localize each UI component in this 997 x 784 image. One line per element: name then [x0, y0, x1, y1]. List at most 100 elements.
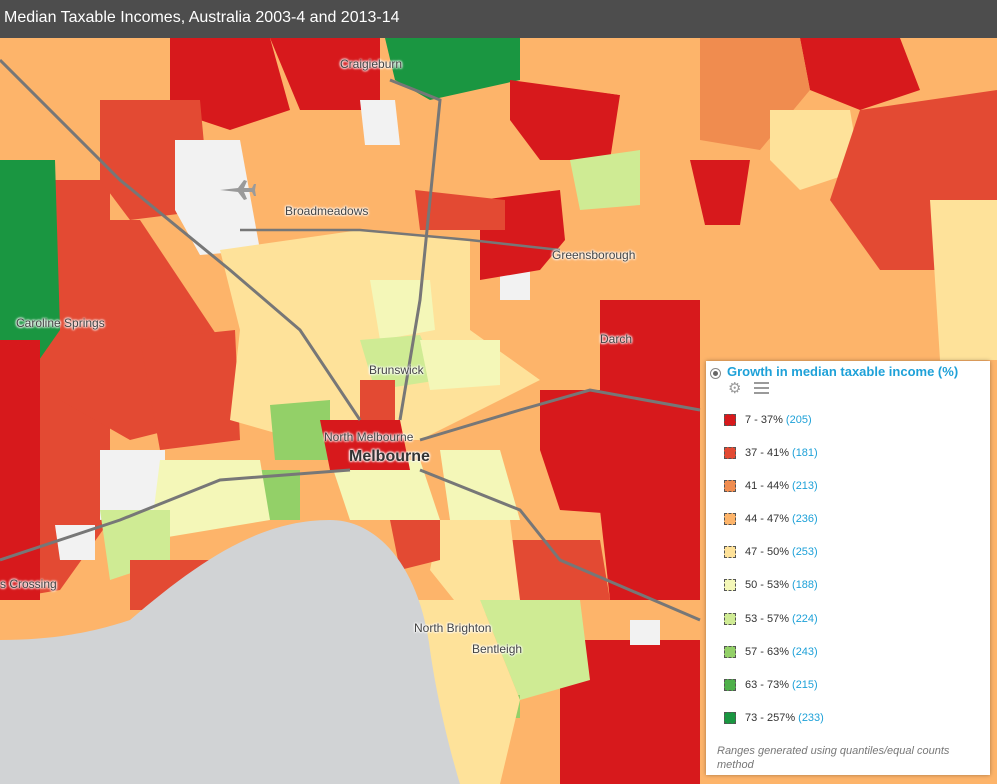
legend-item[interactable]: 73 - 257% (233): [724, 711, 824, 745]
legend-item[interactable]: 53 - 57% (224): [724, 612, 824, 646]
region-altona[interactable]: [150, 460, 270, 540]
region-brunswick[interactable]: [360, 335, 440, 390]
region-blank-southwest[interactable]: [55, 525, 95, 560]
legend-range: 44 - 47%: [745, 513, 790, 526]
region-east-2[interactable]: [600, 510, 700, 600]
list-icon[interactable]: [754, 382, 769, 394]
region-st-kilda[interactable]: [430, 520, 520, 620]
place-broadmeadows: Broadmeadows: [285, 204, 369, 218]
legend-count[interactable]: (181): [792, 447, 818, 460]
place-brunswick: Brunswick: [369, 363, 424, 377]
legend-range: 53 - 57%: [745, 612, 790, 625]
legend-range: 50 - 53%: [745, 579, 790, 592]
region-north-2[interactable]: [510, 80, 620, 160]
region-northeast-3[interactable]: [770, 110, 860, 190]
place-hoppers-crossing: s Crossing: [0, 577, 57, 591]
legend-count[interactable]: (243): [792, 645, 818, 658]
road-eastern: [419, 388, 701, 442]
legend-range: 47 - 50%: [745, 546, 790, 559]
region-airport[interactable]: [175, 140, 260, 255]
region-blank-west[interactable]: [100, 450, 165, 520]
legend-item[interactable]: 37 - 41% (181): [724, 447, 824, 480]
legend-swatch: [724, 612, 736, 625]
legend-swatch: [724, 447, 736, 460]
legend-list: 7 - 37% (205) 37 - 41% (181) 41 - 44% (213)…: [724, 414, 824, 745]
port-phillip-bay: [0, 520, 460, 784]
region-southeast-1[interactable]: [560, 640, 700, 784]
legend-range: 73 - 257%: [745, 711, 796, 724]
road-north: [389, 78, 442, 421]
region-brunswick-east[interactable]: [370, 280, 435, 340]
legend-panel: Growth in median taxable income (%) ⚙ 7 …: [706, 361, 990, 775]
region-north-4[interactable]: [415, 190, 505, 230]
region-footscray[interactable]: [270, 400, 330, 460]
region-red-southwest[interactable]: [0, 340, 40, 600]
legend-title[interactable]: Growth in median taxable income (%): [727, 364, 959, 379]
road-west: [0, 58, 362, 421]
region-port-melbourne[interactable]: [330, 460, 440, 520]
road-monash: [419, 468, 701, 622]
legend-swatch: [724, 711, 736, 724]
legend-range: 57 - 63%: [745, 645, 790, 658]
legend-range: 7 - 37%: [745, 414, 783, 426]
region-north-melbourne[interactable]: [360, 380, 395, 420]
legend-note: Ranges generated using quantiles/equal c…: [717, 745, 950, 771]
legend-swatch: [724, 579, 736, 592]
region-green-north[interactable]: [385, 38, 520, 100]
place-greensborough: Greensborough: [552, 248, 636, 262]
legend-swatch: [724, 414, 736, 426]
region-northeast-1[interactable]: [800, 38, 920, 110]
place-caroline-springs: Caroline Springs: [16, 316, 105, 330]
legend-item[interactable]: 44 - 47% (236): [724, 513, 824, 546]
legend-count[interactable]: (205): [785, 414, 812, 426]
legend-item[interactable]: 57 - 63% (243): [724, 645, 824, 679]
region-craigieburn[interactable]: [270, 38, 380, 110]
region-blank-north[interactable]: [360, 100, 400, 145]
legend-swatch: [724, 645, 736, 658]
road-ring: [240, 228, 561, 252]
place-melbourne: Melbourne: [349, 448, 430, 465]
legend-range: 63 - 73%: [745, 678, 790, 691]
legend-count[interactable]: (233): [798, 711, 824, 724]
legend-item[interactable]: 7 - 37% (205): [724, 414, 824, 447]
place-bentleigh: Bentleigh: [472, 642, 523, 656]
gear-icon[interactable]: ⚙: [728, 380, 742, 397]
legend-count[interactable]: (224): [792, 612, 818, 625]
page-title: Median Taxable Incomes, Australia 2003-4…: [0, 0, 997, 38]
region-elwood[interactable]: [390, 520, 440, 570]
legend-item[interactable]: 63 - 73% (215): [724, 678, 824, 712]
region-west-3[interactable]: [140, 330, 240, 450]
region-northcote[interactable]: [420, 340, 500, 390]
legend-swatch: [724, 513, 736, 526]
legend-swatch: [724, 546, 736, 559]
region-blank-southeast[interactable]: [630, 620, 660, 645]
airport-icon: [220, 180, 256, 200]
legend-range: 41 - 44%: [745, 480, 790, 493]
region-bentleigh[interactable]: [480, 600, 590, 700]
place-north-melbourne: North Melbourne: [324, 430, 414, 444]
region-southeast-2[interactable]: [500, 540, 610, 600]
legend-count[interactable]: (188): [792, 579, 818, 592]
region-green-west[interactable]: [0, 160, 60, 380]
region-north-3[interactable]: [520, 38, 700, 110]
road-westgate: [0, 468, 351, 562]
legend-item[interactable]: 50 - 53% (188): [724, 579, 824, 612]
region-melbourne-cbd[interactable]: [320, 420, 410, 470]
legend-count[interactable]: (236): [792, 513, 818, 526]
legend-count[interactable]: (215): [792, 678, 818, 691]
place-craigieburn: Craigieburn: [340, 57, 403, 71]
layer-radio-button[interactable]: [710, 368, 721, 379]
legend-range: 37 - 41%: [745, 447, 790, 460]
region-greensborough-green[interactable]: [570, 150, 640, 210]
region-east-pale[interactable]: [930, 200, 997, 360]
legend-item[interactable]: 41 - 44% (213): [724, 480, 824, 513]
legend-swatch: [724, 480, 736, 493]
legend-swatch: [724, 678, 736, 691]
legend-count[interactable]: (213): [792, 480, 818, 493]
legend-count[interactable]: (253): [792, 546, 818, 559]
region-east-1[interactable]: [540, 390, 700, 520]
legend-item[interactable]: 47 - 50% (253): [724, 546, 824, 579]
place-darch: Darch: [600, 332, 633, 346]
place-north-brighton: North Brighton: [414, 621, 492, 635]
region-northeast-5[interactable]: [690, 160, 750, 225]
